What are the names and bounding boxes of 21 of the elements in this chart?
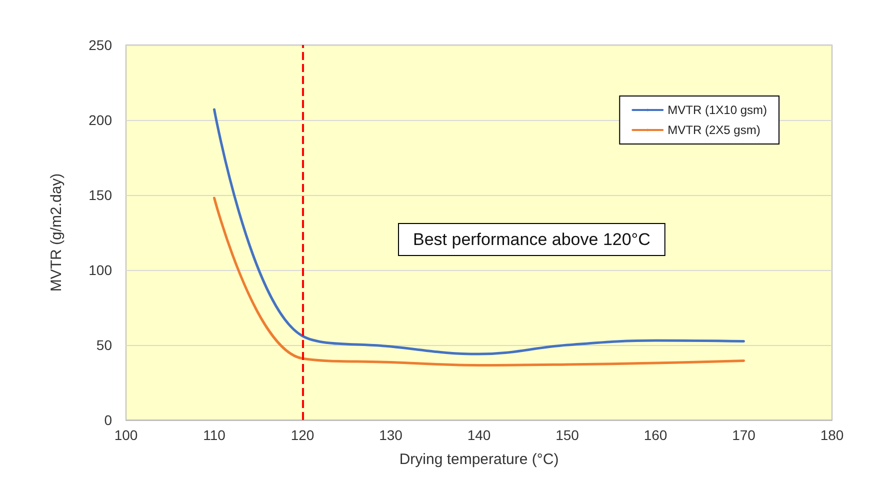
x-tick-label: 130	[379, 427, 403, 443]
x-tick-label: 170	[732, 427, 756, 443]
y-tick-label: 100	[88, 262, 112, 278]
legend-label: MVTR (2X5 gsm)	[668, 123, 760, 137]
x-tick-label: 160	[644, 427, 668, 443]
line-series	[213, 196, 745, 366]
y-axis-title: MVTR (g/m2.day)	[48, 173, 65, 292]
x-tick-label: 140	[467, 427, 491, 443]
y-tick-label: 50	[96, 337, 112, 353]
y-tick-label: 0	[104, 412, 112, 428]
x-tick-label: 150	[556, 427, 580, 443]
y-tick-label: 250	[88, 37, 112, 53]
x-tick-label: 180	[820, 427, 844, 443]
y-tick-label: 200	[88, 112, 112, 128]
x-tick-label: 100	[114, 427, 138, 443]
x-tick-label: 110	[203, 427, 226, 443]
annotation: Best performance above 120°C	[413, 230, 650, 249]
y-tick-label: 150	[88, 187, 112, 203]
x-tick-label: 120	[290, 427, 314, 443]
x-axis-title: Drying temperature (°C)	[399, 451, 559, 468]
legend-label: MVTR (1X10 gsm)	[668, 103, 768, 117]
